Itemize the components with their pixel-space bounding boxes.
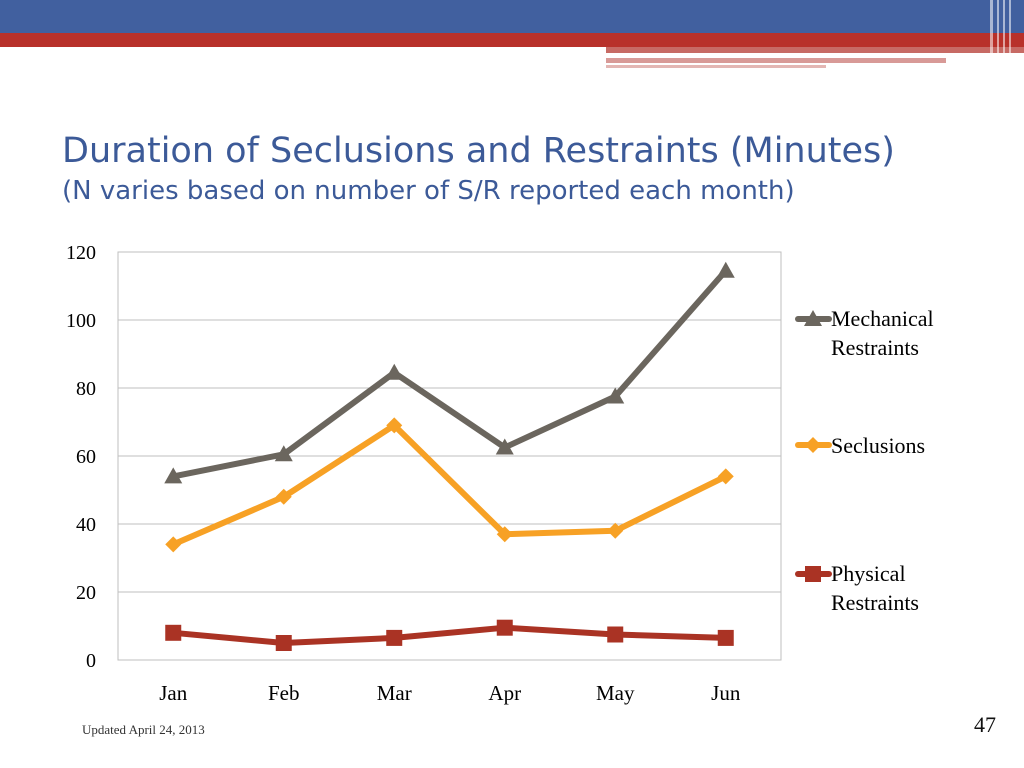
slide-title: Duration of Seclusions and Restraints (M… (62, 131, 895, 171)
slide-number: 47 (974, 712, 996, 737)
axis-labels: 0 20 40 60 80 100 120 Jan Feb Mar Apr May Jun (66, 242, 741, 705)
banner-accent-line (1009, 0, 1011, 70)
data-point (717, 629, 734, 646)
data-point (607, 522, 624, 539)
x-tick-label: Feb (268, 681, 300, 705)
data-point (496, 619, 513, 636)
series-triangle (164, 261, 735, 484)
data-point (274, 445, 293, 462)
legend-item: Mechanical Restraints (795, 306, 934, 360)
y-tick-label: 40 (76, 514, 96, 536)
data-point (495, 438, 514, 455)
legend-marker (804, 310, 822, 326)
x-tick-label: May (596, 681, 635, 705)
series-square (165, 619, 734, 651)
y-tick-label: 0 (86, 650, 96, 672)
legend-label: Physical (831, 561, 906, 586)
data-point (165, 624, 182, 641)
data-point (164, 467, 183, 484)
legend-label: Restraints (831, 335, 919, 360)
series-line (170, 422, 729, 548)
series-layer (164, 261, 735, 651)
legend-marker (805, 437, 821, 453)
x-tick-label: Apr (488, 681, 521, 705)
y-tick-label: 100 (66, 310, 96, 332)
series-line (170, 267, 729, 480)
slide-subtitle: (N varies based on number of S/R reporte… (62, 176, 795, 206)
banner-stripe (606, 65, 826, 68)
legend-label: Restraints (831, 590, 919, 615)
banner-accent-line (997, 0, 999, 70)
x-tick-label: Mar (377, 681, 412, 705)
data-point (606, 387, 625, 404)
data-point (275, 635, 292, 651)
banner-accent-line (1003, 0, 1005, 70)
legend-label: Seclusions (831, 433, 925, 458)
data-point (717, 468, 734, 485)
legend-marker (805, 566, 821, 582)
header-banner (0, 0, 1024, 70)
gridlines (118, 251, 781, 661)
banner-blue-band (0, 0, 1024, 33)
data-point (496, 526, 513, 543)
y-tick-label: 60 (76, 446, 96, 468)
data-point (386, 629, 403, 646)
data-point (165, 536, 182, 553)
y-tick-label: 120 (66, 242, 96, 264)
legend-label: Mechanical (831, 306, 934, 331)
banner-red-band (0, 33, 1024, 47)
title-block: Duration of Seclusions and Restraints (M… (62, 128, 982, 208)
x-tick-label: Jan (159, 681, 187, 705)
footer-note: Updated April 24, 2013 (82, 722, 205, 737)
series-diamond (165, 417, 734, 553)
data-point (386, 417, 403, 434)
banner-stripe (606, 47, 1024, 53)
banner-stripe (606, 58, 946, 63)
x-tick-label: Jun (711, 681, 741, 705)
legend: Mechanical Restraints Seclusions Physical Re… (795, 306, 934, 615)
legend-item: Physical Restraints (795, 561, 919, 615)
series-line (170, 624, 729, 646)
plot-area (117, 251, 782, 661)
y-tick-label: 80 (76, 378, 96, 400)
data-point (385, 363, 404, 380)
y-tick-label: 20 (76, 582, 96, 604)
data-point (716, 261, 735, 278)
banner-accent-line (990, 0, 993, 70)
legend-item: Seclusions (795, 433, 925, 458)
data-point (275, 488, 292, 505)
data-point (607, 626, 624, 643)
